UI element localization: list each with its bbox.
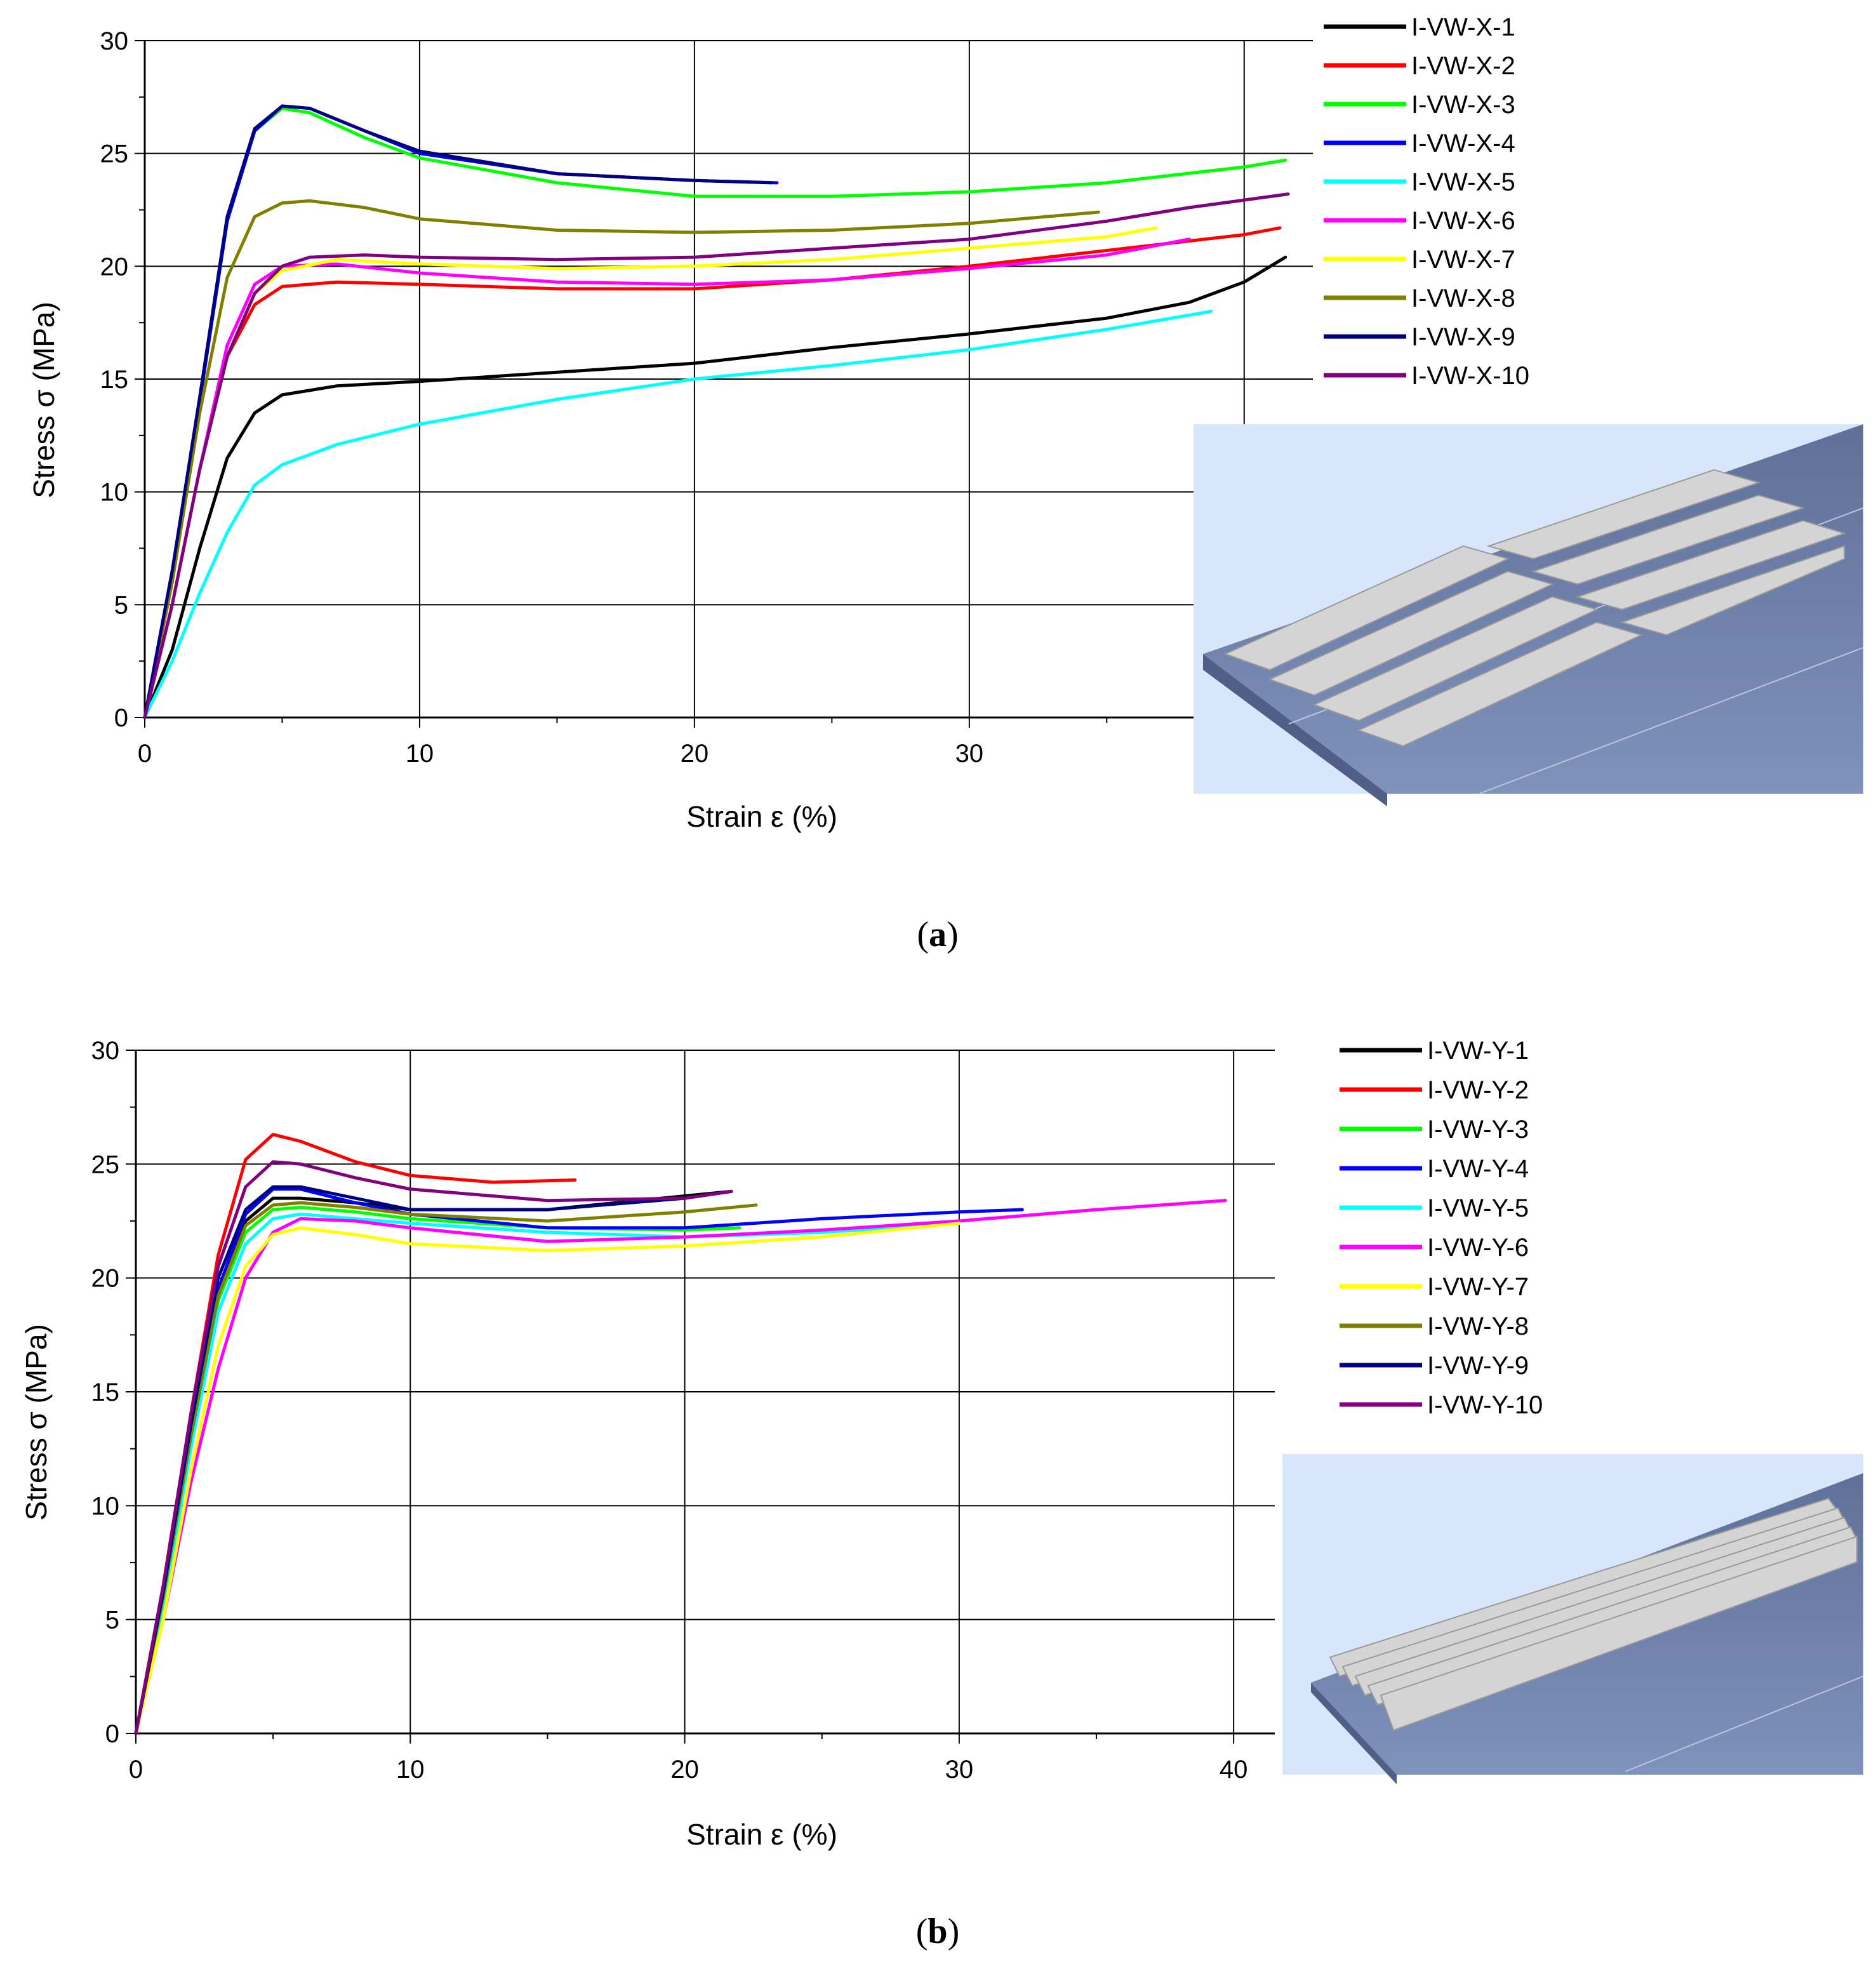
panel-b-caption-letter: b [928,1912,947,1951]
legend-label: I-VW-Y-5 [1427,1194,1529,1222]
series-line-i-vw-y-8 [134,1201,758,1735]
panel-b-caption: (b) [916,1912,959,1951]
y-tick-label: 25 [100,140,129,168]
x-tick-label: 30 [955,740,984,768]
legend-label: I-VW-Y-6 [1427,1234,1529,1262]
series-line-i-vw-x-9 [143,104,773,719]
series-line-i-vw-x-10 [143,192,1290,719]
legend-label: I-VW-X-1 [1411,13,1515,41]
y-tick-label: 30 [91,1037,120,1065]
panel-a-series [143,104,1290,719]
series-line-i-vw-x-6 [143,237,1191,719]
panel-a-caption-close: ) [947,915,959,954]
y-tick-label: 25 [91,1151,120,1178]
panel-a-y-axis-title: Stress σ (MPa) [27,302,60,498]
y-tick-label: 10 [100,479,129,507]
legend-label: I-VW-Y-10 [1427,1391,1543,1419]
panel-b-caption-open: ( [916,1912,928,1951]
series-line-i-vw-y-10 [134,1160,733,1735]
series-line-i-vw-x-8 [143,199,1100,719]
x-tick-label: 0 [129,1756,143,1784]
x-tick-label: 10 [406,740,434,768]
panel-a-caption-open: ( [917,915,929,954]
legend-label: I-VW-X-6 [1411,207,1515,235]
series-line-i-vw-x-2 [143,226,1282,719]
x-tick-label: 10 [396,1756,425,1784]
printed-specimens-y-orientation-icon [1311,1473,1864,1784]
x-tick-label: 20 [681,740,709,768]
panel-b-legend: I-VW-Y-1 I-VW-Y-2 I-VW-Y-3 I-VW-Y-4 I-VW-Y-5… [1340,1037,1543,1419]
series-line-i-vw-y-4 [134,1187,1024,1735]
panel-b-grid [136,1050,1275,1733]
legend-label: I-VW-Y-2 [1427,1076,1529,1104]
panel-a-caption-letter: a [929,915,947,954]
y-tick-label: 0 [114,704,128,732]
legend-label: I-VW-X-8 [1411,284,1515,312]
panel-b-caption-close: ) [948,1912,960,1951]
legend-label: I-VW-Y-7 [1427,1273,1529,1301]
panel-b-x-axis-title: Strain ε (%) [686,1818,837,1851]
y-tick-label: 20 [91,1265,120,1293]
series-line-i-vw-x-7 [143,226,1158,719]
series-line-i-vw-y-9 [134,1185,733,1735]
legend-label: I-VW-Y-4 [1427,1155,1529,1183]
panel-a-caption: (a) [917,915,958,954]
y-tick-label: 15 [100,366,129,394]
series-line-i-vw-y-6 [134,1199,1227,1735]
legend-label: I-VW-X-4 [1411,130,1515,157]
printed-specimens-x-orientation-icon [1203,424,1864,806]
legend-label: I-VW-Y-1 [1427,1037,1529,1065]
series-line-i-vw-x-3 [143,107,1287,719]
series-line-i-vw-x-1 [143,255,1287,719]
series-line-i-vw-y-3 [134,1206,742,1735]
panel-a-grid [145,40,1313,717]
legend-label: I-VW-X-9 [1411,323,1515,351]
x-tick-label: 20 [670,1756,699,1784]
legend-label: I-VW-X-5 [1411,168,1515,196]
series-line-i-vw-y-7 [134,1222,961,1735]
panel-b-tick-labels: 0 5 10 15 20 25 30 0 10 20 30 40 [91,1037,1248,1784]
legend-label: I-VW-X-3 [1411,91,1515,119]
legend-label: I-VW-Y-9 [1427,1352,1529,1380]
y-tick-label: 10 [91,1492,120,1520]
legend-label: I-VW-X-10 [1411,362,1529,390]
legend-label: I-VW-X-2 [1411,52,1515,80]
y-tick-label: 0 [105,1720,119,1748]
series-line-i-vw-x-4 [143,104,779,719]
series-line-i-vw-x-5 [143,309,1213,719]
panel-b-chart: 0 5 10 15 20 25 30 0 10 20 30 40 Strain ε (%) Stres… [20,1037,1864,1951]
panel-a-legend: I-VW-X-1 I-VW-X-2 I-VW-X-3 I-VW-X-4 I-VW-X-5… [1324,13,1529,390]
y-tick-label: 15 [91,1378,120,1406]
panel-a-x-axis-title: Strain ε (%) [686,800,837,833]
legend-label: I-VW-Y-8 [1427,1312,1529,1340]
x-tick-label: 40 [1220,1756,1248,1784]
series-line-i-vw-y-5 [134,1212,961,1735]
y-tick-label: 5 [105,1606,119,1634]
panel-a-ticks [135,40,1245,728]
y-tick-label: 30 [100,27,129,55]
legend-label: I-VW-Y-3 [1427,1116,1529,1144]
x-tick-label: 0 [138,740,152,768]
panel-b-series [134,1133,1227,1735]
y-tick-label: 5 [114,591,128,619]
panel-b-y-axis-title: Stress σ (MPa) [20,1324,53,1521]
panel-b-inset [1282,1454,1864,1784]
panel-b-ticks [126,1050,1235,1744]
panel-a-inset [1194,424,1864,806]
x-tick-label: 30 [945,1756,974,1784]
y-tick-label: 20 [100,253,129,281]
legend-label: I-VW-X-7 [1411,246,1515,274]
